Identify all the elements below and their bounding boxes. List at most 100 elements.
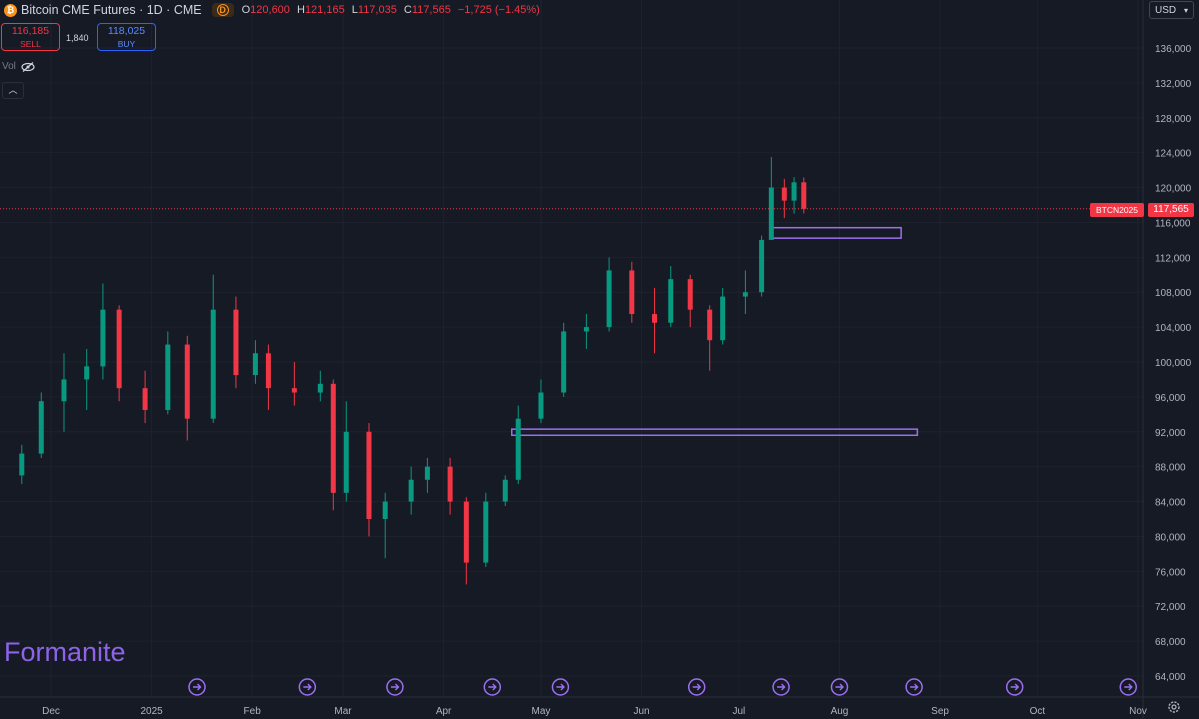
- eye-off-icon[interactable]: [21, 61, 35, 72]
- x-tick-label: Dec: [42, 706, 60, 717]
- candle-body: [561, 331, 567, 393]
- event-arrow-icon[interactable]: [1005, 678, 1024, 696]
- candle-body: [265, 353, 271, 389]
- candle-body: [515, 418, 521, 480]
- event-arrow-icon[interactable]: [483, 678, 502, 696]
- candle[interactable]: [502, 475, 508, 506]
- candle[interactable]: [561, 322, 567, 397]
- candle[interactable]: [606, 257, 612, 332]
- event-arrow-icon[interactable]: [188, 678, 206, 696]
- candle[interactable]: [801, 177, 807, 214]
- candle[interactable]: [265, 344, 271, 410]
- y-tick-label: 136,000: [1155, 44, 1192, 55]
- candle-body: [317, 383, 323, 393]
- last-price-symbol-tag: BTCN2025: [1090, 203, 1144, 217]
- candle-body: [606, 270, 612, 328]
- candle[interactable]: [19, 444, 25, 485]
- candle[interactable]: [210, 274, 216, 424]
- ohlc-close-key: C: [403, 4, 412, 16]
- candle-body: [768, 187, 774, 240]
- candle[interactable]: [330, 379, 336, 511]
- candle[interactable]: [142, 370, 148, 424]
- buy-button[interactable]: 118,025 BUY: [97, 23, 156, 51]
- y-tick-label: 132,000: [1155, 79, 1192, 90]
- event-arrow-icon[interactable]: [830, 678, 849, 696]
- candle-body: [424, 466, 430, 480]
- y-tick-label: 92,000: [1155, 428, 1186, 439]
- candle[interactable]: [424, 457, 430, 493]
- ohlc-open-key: O: [241, 4, 251, 16]
- candle[interactable]: [38, 392, 44, 458]
- candle-body: [408, 479, 414, 502]
- y-tick-label: 120,000: [1155, 184, 1192, 195]
- candle[interactable]: [463, 497, 469, 585]
- candle-body: [84, 366, 90, 380]
- candle[interactable]: [317, 370, 323, 402]
- event-arrow-icon[interactable]: [687, 678, 706, 696]
- gear-icon[interactable]: [1166, 699, 1182, 715]
- candle[interactable]: [84, 348, 90, 410]
- candle-body: [116, 309, 122, 389]
- candle-body: [791, 182, 797, 201]
- candle[interactable]: [707, 305, 713, 371]
- event-arrow-icon[interactable]: [772, 678, 790, 696]
- candle[interactable]: [100, 283, 106, 380]
- candle[interactable]: [742, 270, 748, 315]
- symbol-header: ₿ Bitcoin CME Futures · 1D · CME D O120,…: [0, 0, 544, 20]
- candle[interactable]: [61, 353, 67, 432]
- y-tick-label: 124,000: [1155, 149, 1192, 160]
- event-arrow-icon[interactable]: [551, 678, 570, 696]
- candle[interactable]: [668, 266, 674, 328]
- candle-body: [210, 309, 216, 419]
- candle[interactable]: [116, 305, 122, 402]
- candle-body: [707, 309, 713, 341]
- watermark-text: Formanite: [4, 637, 126, 667]
- event-arrow-icon[interactable]: [1119, 678, 1138, 696]
- candle[interactable]: [652, 287, 658, 354]
- candle[interactable]: [720, 287, 726, 345]
- candle[interactable]: [687, 274, 693, 328]
- candle-body: [668, 279, 674, 323]
- event-arrow-icon[interactable]: [905, 678, 923, 696]
- candle-body: [687, 279, 693, 310]
- y-tick-label: 128,000: [1155, 114, 1192, 125]
- candle[interactable]: [629, 261, 635, 323]
- candle[interactable]: [768, 157, 774, 240]
- candle[interactable]: [184, 335, 190, 441]
- event-arrow-icon[interactable]: [298, 678, 317, 696]
- y-tick-label: 100,000: [1155, 358, 1192, 369]
- symbol-title[interactable]: Bitcoin CME Futures · 1D · CME: [21, 3, 202, 17]
- volume-indicator[interactable]: Vol: [2, 61, 35, 72]
- x-tick-label: Jul: [732, 706, 745, 717]
- delayed-badge[interactable]: D: [211, 3, 234, 17]
- sell-button[interactable]: 116,185 SELL: [1, 23, 60, 51]
- y-tick-label: 96,000: [1155, 393, 1186, 404]
- x-tick-label: 2025: [140, 706, 163, 717]
- candle[interactable]: [515, 405, 521, 485]
- candle[interactable]: [447, 457, 453, 515]
- candle[interactable]: [366, 423, 372, 537]
- candle[interactable]: [781, 178, 787, 219]
- support-zone[interactable]: [511, 428, 919, 437]
- candle[interactable]: [408, 466, 414, 515]
- candle[interactable]: [483, 492, 489, 567]
- x-tick-label: Apr: [436, 706, 452, 717]
- candle[interactable]: [291, 362, 297, 406]
- candle[interactable]: [233, 296, 239, 389]
- candle[interactable]: [343, 401, 349, 502]
- candle[interactable]: [165, 331, 171, 415]
- x-tick-label: May: [532, 706, 551, 717]
- y-tick-label: 80,000: [1155, 532, 1186, 543]
- candle[interactable]: [759, 235, 765, 297]
- collapse-legend-button[interactable]: ︿: [2, 82, 24, 99]
- currency-select[interactable]: USD ▾: [1149, 1, 1194, 19]
- candle[interactable]: [382, 492, 388, 559]
- candle[interactable]: [583, 314, 589, 349]
- candle-body: [781, 187, 787, 201]
- candle[interactable]: [791, 177, 797, 214]
- candle[interactable]: [252, 340, 258, 384]
- candle[interactable]: [538, 379, 544, 424]
- event-arrow-icon[interactable]: [386, 678, 404, 696]
- ohlc-high-key: H: [296, 4, 305, 16]
